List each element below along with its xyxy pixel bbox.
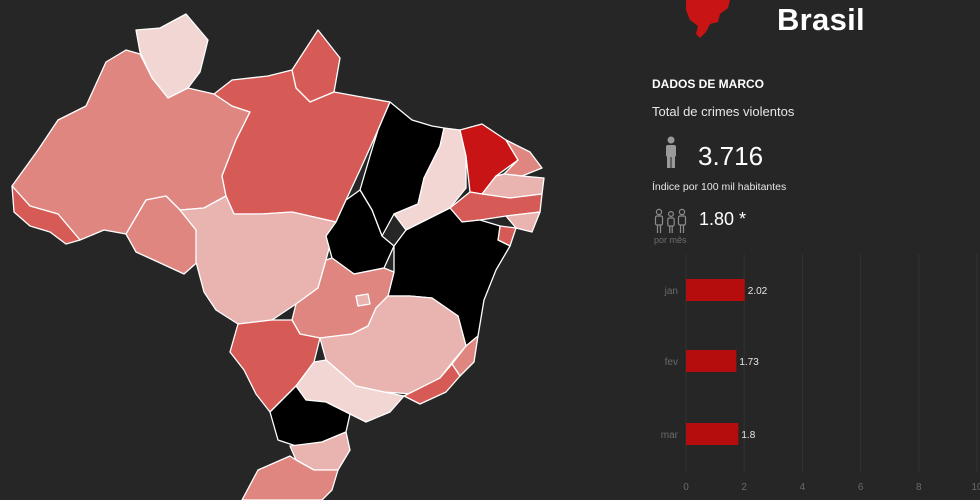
person-icon — [666, 136, 676, 168]
period-heading: DADOS DE MARCO — [652, 77, 765, 91]
summary-panel: Brasil DADOS DE MARCO Total de crimes vi… — [652, 0, 980, 500]
bar-value-label: 2.02 — [748, 286, 768, 297]
index-label: Índice por 100 mil habitantes — [652, 181, 787, 193]
bar-value-label: 1.8 — [741, 430, 755, 441]
state-ac[interactable] — [11, 185, 81, 245]
page-title: Brasil — [777, 2, 865, 37]
x-tick-label: 6 — [858, 482, 864, 493]
x-tick-label: 2 — [741, 482, 747, 493]
index-subtitle: por mês — [654, 235, 687, 245]
state-df[interactable] — [355, 293, 371, 307]
category-label: mar — [661, 430, 679, 441]
state-pr[interactable] — [269, 385, 351, 447]
category-label: jan — [664, 286, 678, 297]
state-rs[interactable] — [241, 455, 339, 500]
brazil-states-map — [11, 13, 545, 500]
bar-jan[interactable] — [686, 279, 745, 301]
x-tick-label: 8 — [916, 482, 922, 493]
bar-value-label: 1.73 — [739, 357, 759, 368]
state-al[interactable] — [505, 211, 541, 233]
bar-fev[interactable] — [686, 350, 737, 372]
x-tick-label: 4 — [800, 482, 806, 493]
category-label: fev — [665, 357, 678, 368]
bar-mar[interactable] — [686, 423, 739, 445]
state-es[interactable] — [451, 335, 479, 377]
state-pa[interactable] — [213, 69, 391, 223]
x-tick-label: 0 — [683, 482, 689, 493]
index-value: 1.80 * — [699, 209, 747, 229]
state-rj[interactable] — [403, 363, 461, 405]
people-group-icon — [654, 208, 687, 233]
metric-label: Total de crimes violentos — [652, 104, 795, 119]
monthly-bar-chart: 0 2 4 6 8 10 jan 2.02 fev 1.73 mar 1.8 — [661, 254, 980, 493]
metric-value: 3.716 — [698, 141, 764, 171]
brazil-map-logo-icon — [686, 0, 730, 38]
x-tick-label: 10 — [971, 482, 980, 493]
